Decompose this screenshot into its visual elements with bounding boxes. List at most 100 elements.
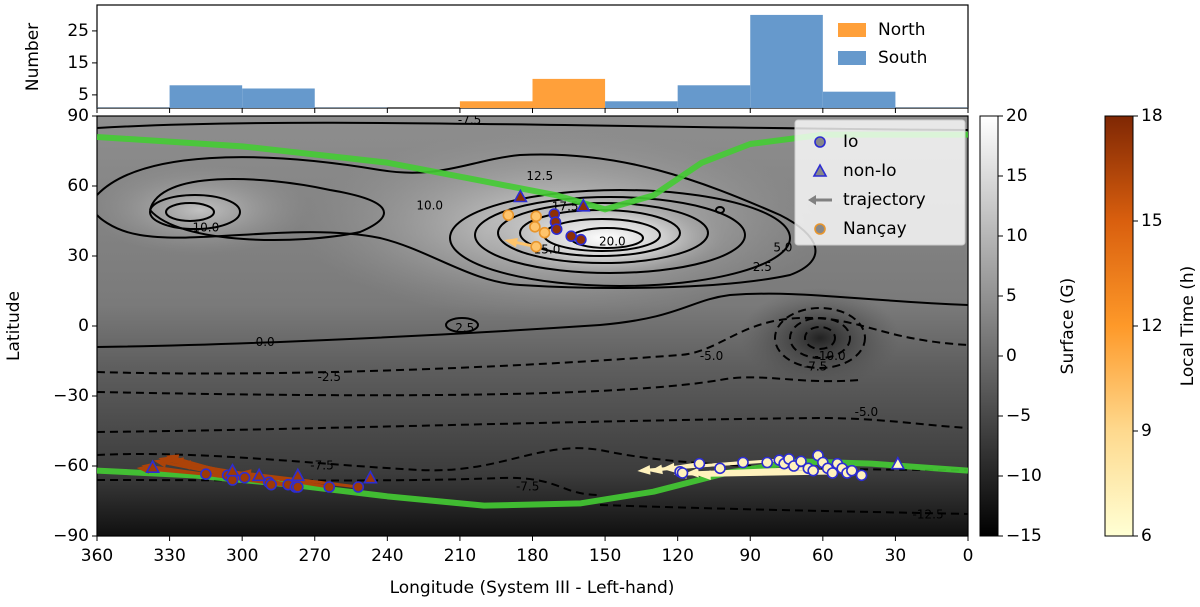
point (761, 456, 773, 469)
y-tick-label: 60 (67, 176, 89, 196)
point (226, 474, 239, 486)
colorbar-tick-label: 5 (1006, 286, 1017, 306)
surface-colorbar (979, 115, 999, 537)
point (200, 468, 212, 480)
arrow-head (637, 465, 651, 475)
time-label: Local Time (h) (1178, 266, 1198, 387)
legend-marker (814, 136, 826, 148)
contour-label: 20.0 (599, 235, 626, 249)
x-tick-label: 60 (812, 546, 834, 566)
point (530, 210, 542, 223)
y-tick-label: 90 (67, 106, 89, 126)
colorbar-tick-label: 0 (1006, 346, 1017, 366)
point (575, 233, 587, 246)
point-non-io (145, 459, 160, 473)
contour-label: 10.0 (416, 198, 443, 212)
point-non-io (575, 198, 591, 212)
contour-label: 17.5 (552, 200, 579, 214)
contour-label: 0.0 (256, 335, 275, 349)
hist-bar (459, 101, 533, 108)
map-xlabel: Longitude (System III - Left-hand) (390, 578, 675, 598)
arrow-head (158, 456, 172, 466)
arrow-head (504, 237, 518, 248)
legend-box (794, 119, 966, 246)
legend-label: North (878, 20, 926, 40)
y-tick-label: 30 (67, 246, 89, 266)
point (693, 457, 706, 470)
x-tick-label: 240 (371, 546, 403, 566)
legend-label: Io (843, 132, 858, 152)
point-non-io (225, 462, 240, 477)
x-tick-label: 150 (589, 546, 621, 566)
colorbar-tick-label: −10 (1006, 466, 1042, 486)
point (292, 481, 304, 493)
hist-bar (169, 85, 243, 108)
legend-label: non-Io (843, 161, 897, 181)
colorbar-tick-label: −15 (1006, 526, 1042, 546)
x-tick-label: 330 (153, 546, 185, 566)
x-tick-label: 210 (444, 546, 476, 566)
legend-swatch (838, 51, 866, 65)
hist-bar (822, 91, 896, 108)
colorbar-tick-label: 18 (1141, 106, 1163, 126)
contour-label: 10.0 (193, 221, 220, 235)
legend-arrow-head (808, 195, 816, 205)
map-ylabel: Latitude (4, 291, 24, 361)
point (565, 230, 578, 242)
y-tick-label: −60 (53, 456, 89, 476)
contour-label: -12.5 (913, 508, 944, 522)
y-tick-label: 15 (67, 53, 89, 73)
point (265, 478, 278, 491)
contour-label: -7.5 (516, 480, 539, 494)
hist-bar (677, 85, 751, 108)
y-tick-label: −30 (53, 386, 89, 406)
legend-swatch (838, 23, 866, 37)
surface-label: Surface (G) (1058, 278, 1078, 375)
point-non-io (363, 469, 378, 484)
contour-label: -5.0 (855, 405, 878, 419)
colorbar-tick-label: 12 (1141, 316, 1163, 336)
contour-label: -7.5 (310, 459, 333, 473)
point (737, 456, 749, 469)
colorbar-tick-label: 15 (1006, 166, 1028, 186)
point-non-io (251, 467, 267, 482)
x-tick-label: 120 (661, 546, 693, 566)
hist-bar (532, 78, 606, 108)
time-colorbar (1104, 115, 1134, 537)
legend-marker (812, 163, 828, 177)
y-tick-label: −90 (53, 526, 89, 546)
colorbar-tick-label: 10 (1006, 226, 1028, 246)
hist-bar (242, 88, 315, 108)
point-non-io (290, 467, 306, 482)
hist-bar (750, 14, 823, 108)
legend-label: trajectory (843, 190, 926, 210)
x-tick-label: 180 (516, 546, 548, 566)
point (550, 223, 563, 235)
point (795, 455, 807, 468)
colorbar-tick-label: 20 (1006, 106, 1028, 126)
colorbar-tick-label: −5 (1006, 406, 1031, 426)
legend-marker (814, 223, 826, 235)
x-tick-label: 300 (226, 546, 258, 566)
contour-label: 2.5 (753, 260, 772, 274)
point (323, 481, 336, 493)
x-tick-label: 30 (885, 546, 907, 566)
colorbar-tick-label: 15 (1141, 211, 1163, 231)
point (352, 481, 365, 493)
legend-label: South (878, 48, 927, 68)
point (538, 226, 551, 239)
contour-label: -2.5 (318, 370, 341, 384)
point (238, 471, 251, 484)
x-tick-label: 270 (299, 546, 331, 566)
point (714, 462, 726, 475)
x-tick-label: 360 (81, 546, 113, 566)
hist-ylabel: Number (23, 23, 43, 91)
colorbar-tick-label: 9 (1141, 421, 1152, 441)
hist-bar (605, 101, 678, 108)
point (502, 209, 515, 221)
contour-label: -7.5 (458, 113, 481, 127)
point (676, 467, 689, 479)
y-tick-label: 25 (67, 21, 89, 41)
legend-label: Nançay (843, 219, 907, 239)
